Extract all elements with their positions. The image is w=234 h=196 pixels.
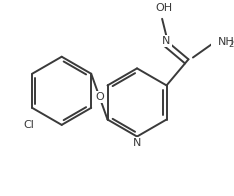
Text: 2: 2 — [228, 40, 233, 49]
Text: N: N — [133, 138, 141, 148]
Text: OH: OH — [155, 4, 172, 14]
Text: NH: NH — [218, 37, 234, 47]
Text: O: O — [95, 92, 104, 102]
Text: N: N — [162, 36, 171, 46]
Text: Cl: Cl — [23, 120, 34, 130]
